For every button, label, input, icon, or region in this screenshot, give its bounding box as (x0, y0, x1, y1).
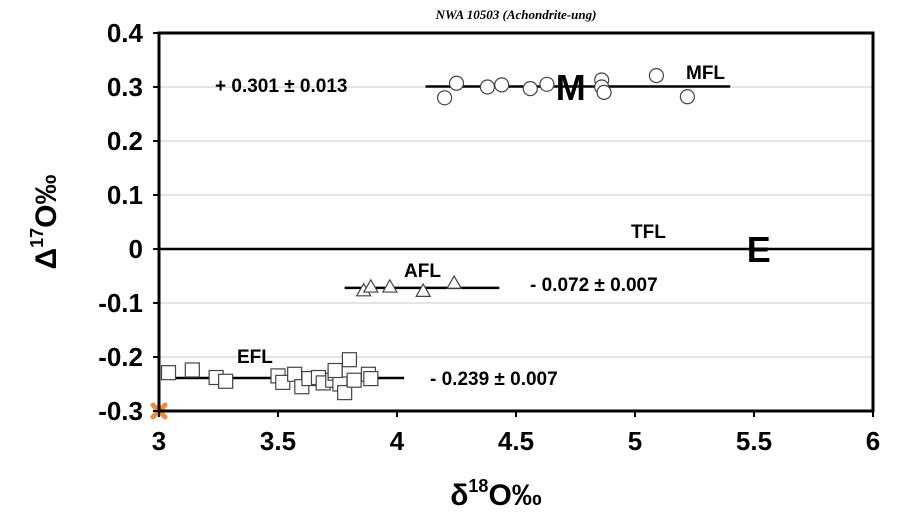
y-tick-label-0-1: -0.1 (98, 288, 143, 318)
y-axis-label-sup: 17 (27, 228, 47, 248)
data-points (150, 68, 695, 420)
circle-point-9 (648, 68, 665, 84)
x-axis-label: δ18O‰ (450, 476, 542, 512)
x-tick-label-5: 5 (628, 426, 642, 456)
region-label-e: E (747, 229, 771, 270)
x-axis-label-sup: 18 (468, 476, 488, 496)
circle-point-1 (448, 75, 465, 91)
square-point-19 (327, 362, 343, 379)
grid-lines (159, 86, 873, 358)
x-tick-label-5-5: 5.5 (736, 426, 772, 456)
square-point-14 (337, 385, 353, 401)
square-point-15 (341, 352, 357, 368)
y-axis-label-rest: O‰ (30, 175, 63, 228)
afl-label: AFL (404, 261, 441, 282)
square-point-3 (218, 373, 234, 389)
circle-point-0 (437, 90, 453, 106)
tfl-label: TFL (631, 222, 666, 243)
efl-label: EFL (237, 347, 273, 368)
mfl-label: MFL (686, 63, 725, 84)
circle-point-2 (479, 79, 496, 95)
x-axis-label-rest: O‰ (488, 479, 541, 512)
x-tick-label-4: 4 (390, 426, 405, 456)
circle-point-5 (539, 76, 555, 92)
circle-point-10 (679, 89, 695, 105)
x-axis-label-base: δ (450, 479, 468, 512)
triangle-point-1 (362, 278, 379, 293)
x-tick-label-4-5: 4.5 (498, 426, 534, 456)
square-point-5 (275, 374, 291, 390)
chart-title: NWA 10503 (Achondrite-ung) (435, 7, 597, 22)
axis-ticks: -0.3 -0.2 -0.1 0 0.1 0.2 0.3 0.4 3 3.5 4 4.5 5 5.5 6 (98, 18, 880, 456)
y-tick-label-0-2: -0.2 (98, 342, 143, 372)
triangle-point-2 (381, 278, 398, 293)
circle-point-8 (596, 84, 612, 101)
afl-value-annotation: - 0.072 ± 0.007 (530, 275, 658, 296)
y-axis-label-base: Δ (30, 248, 63, 270)
x-tick-label-6: 6 (866, 426, 880, 456)
square-point-1 (184, 362, 200, 378)
triangle-point-3 (415, 282, 432, 297)
efl-value-annotation: - 0.239 ± 0.007 (430, 369, 558, 390)
x-tick-label-3-5: 3.5 (260, 426, 296, 456)
circle-point-3 (494, 77, 510, 93)
square-point-0 (160, 365, 177, 381)
triangle-point-4 (446, 274, 463, 289)
y-tick-label-0-3: 0.3 (107, 72, 143, 102)
y-axis-label: Δ17O‰ (27, 175, 63, 270)
region-label-m: M (556, 67, 586, 108)
square-point-18 (363, 371, 379, 387)
circle-point-4 (522, 81, 538, 97)
mfl-value-annotation: + 0.301 ± 0.013 (215, 76, 347, 97)
y-tick-label-0-2: 0.2 (107, 126, 143, 156)
y-tick-label-0-1: 0.1 (107, 180, 143, 210)
y-tick-label-0-3: -0.3 (98, 396, 143, 426)
x-tick-label-3: 3 (152, 426, 166, 456)
y-tick-label-0: 0 (129, 234, 143, 264)
y-tick-label-0-4: 0.4 (107, 18, 144, 48)
annotations: MFL + 0.301 ± 0.013 TFL AFL - 0.072 ± 0.007 E… (215, 63, 771, 390)
square-point-16 (346, 372, 362, 388)
